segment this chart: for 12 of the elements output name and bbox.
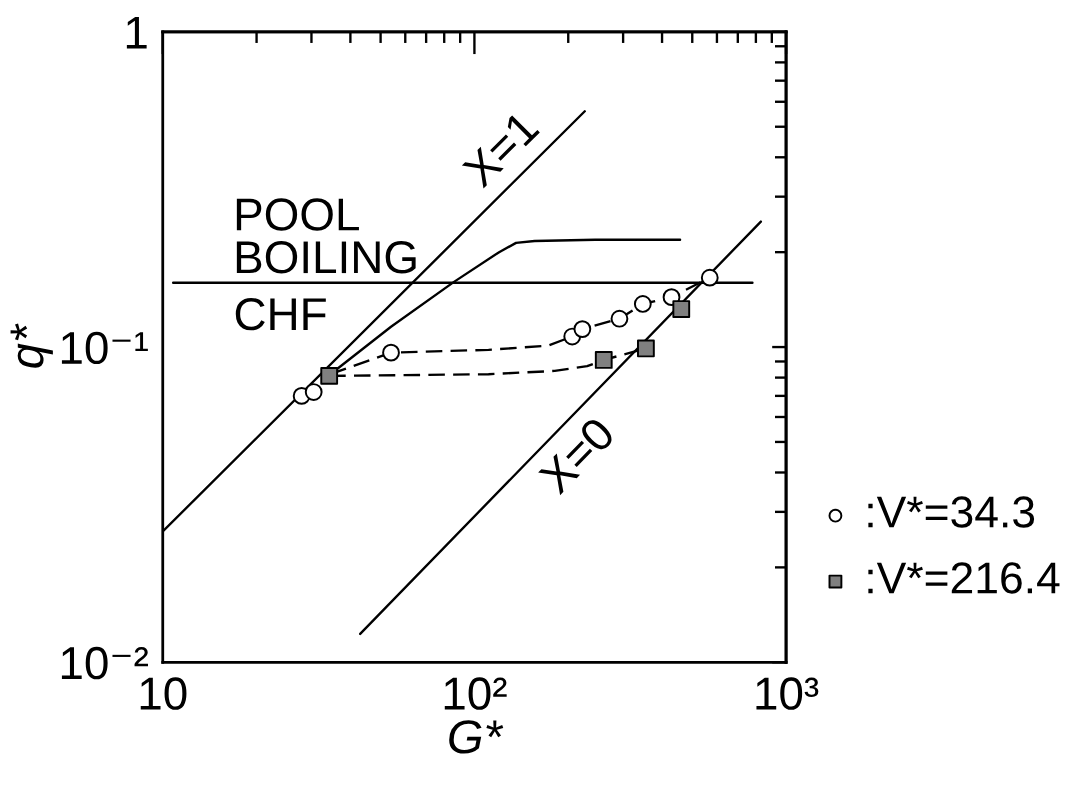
- annotation: CHF: [235, 297, 326, 331]
- x-tick-label: 10³: [756, 677, 819, 710]
- y-tick-label: 10⁻¹: [61, 331, 148, 365]
- legend-label: :V*=34.3: [868, 496, 1035, 528]
- x-tick-label: 10²: [444, 677, 507, 710]
- y-axis-title: q*: [10, 323, 53, 368]
- x-axis-title: G*: [449, 720, 504, 754]
- annotation: X=0: [537, 415, 617, 496]
- annotation: POOL BOILING: [236, 198, 416, 274]
- y-tick-label: 1: [126, 16, 147, 49]
- annotation: X=1: [461, 110, 540, 189]
- legend-label: :V*=216.4: [868, 562, 1060, 594]
